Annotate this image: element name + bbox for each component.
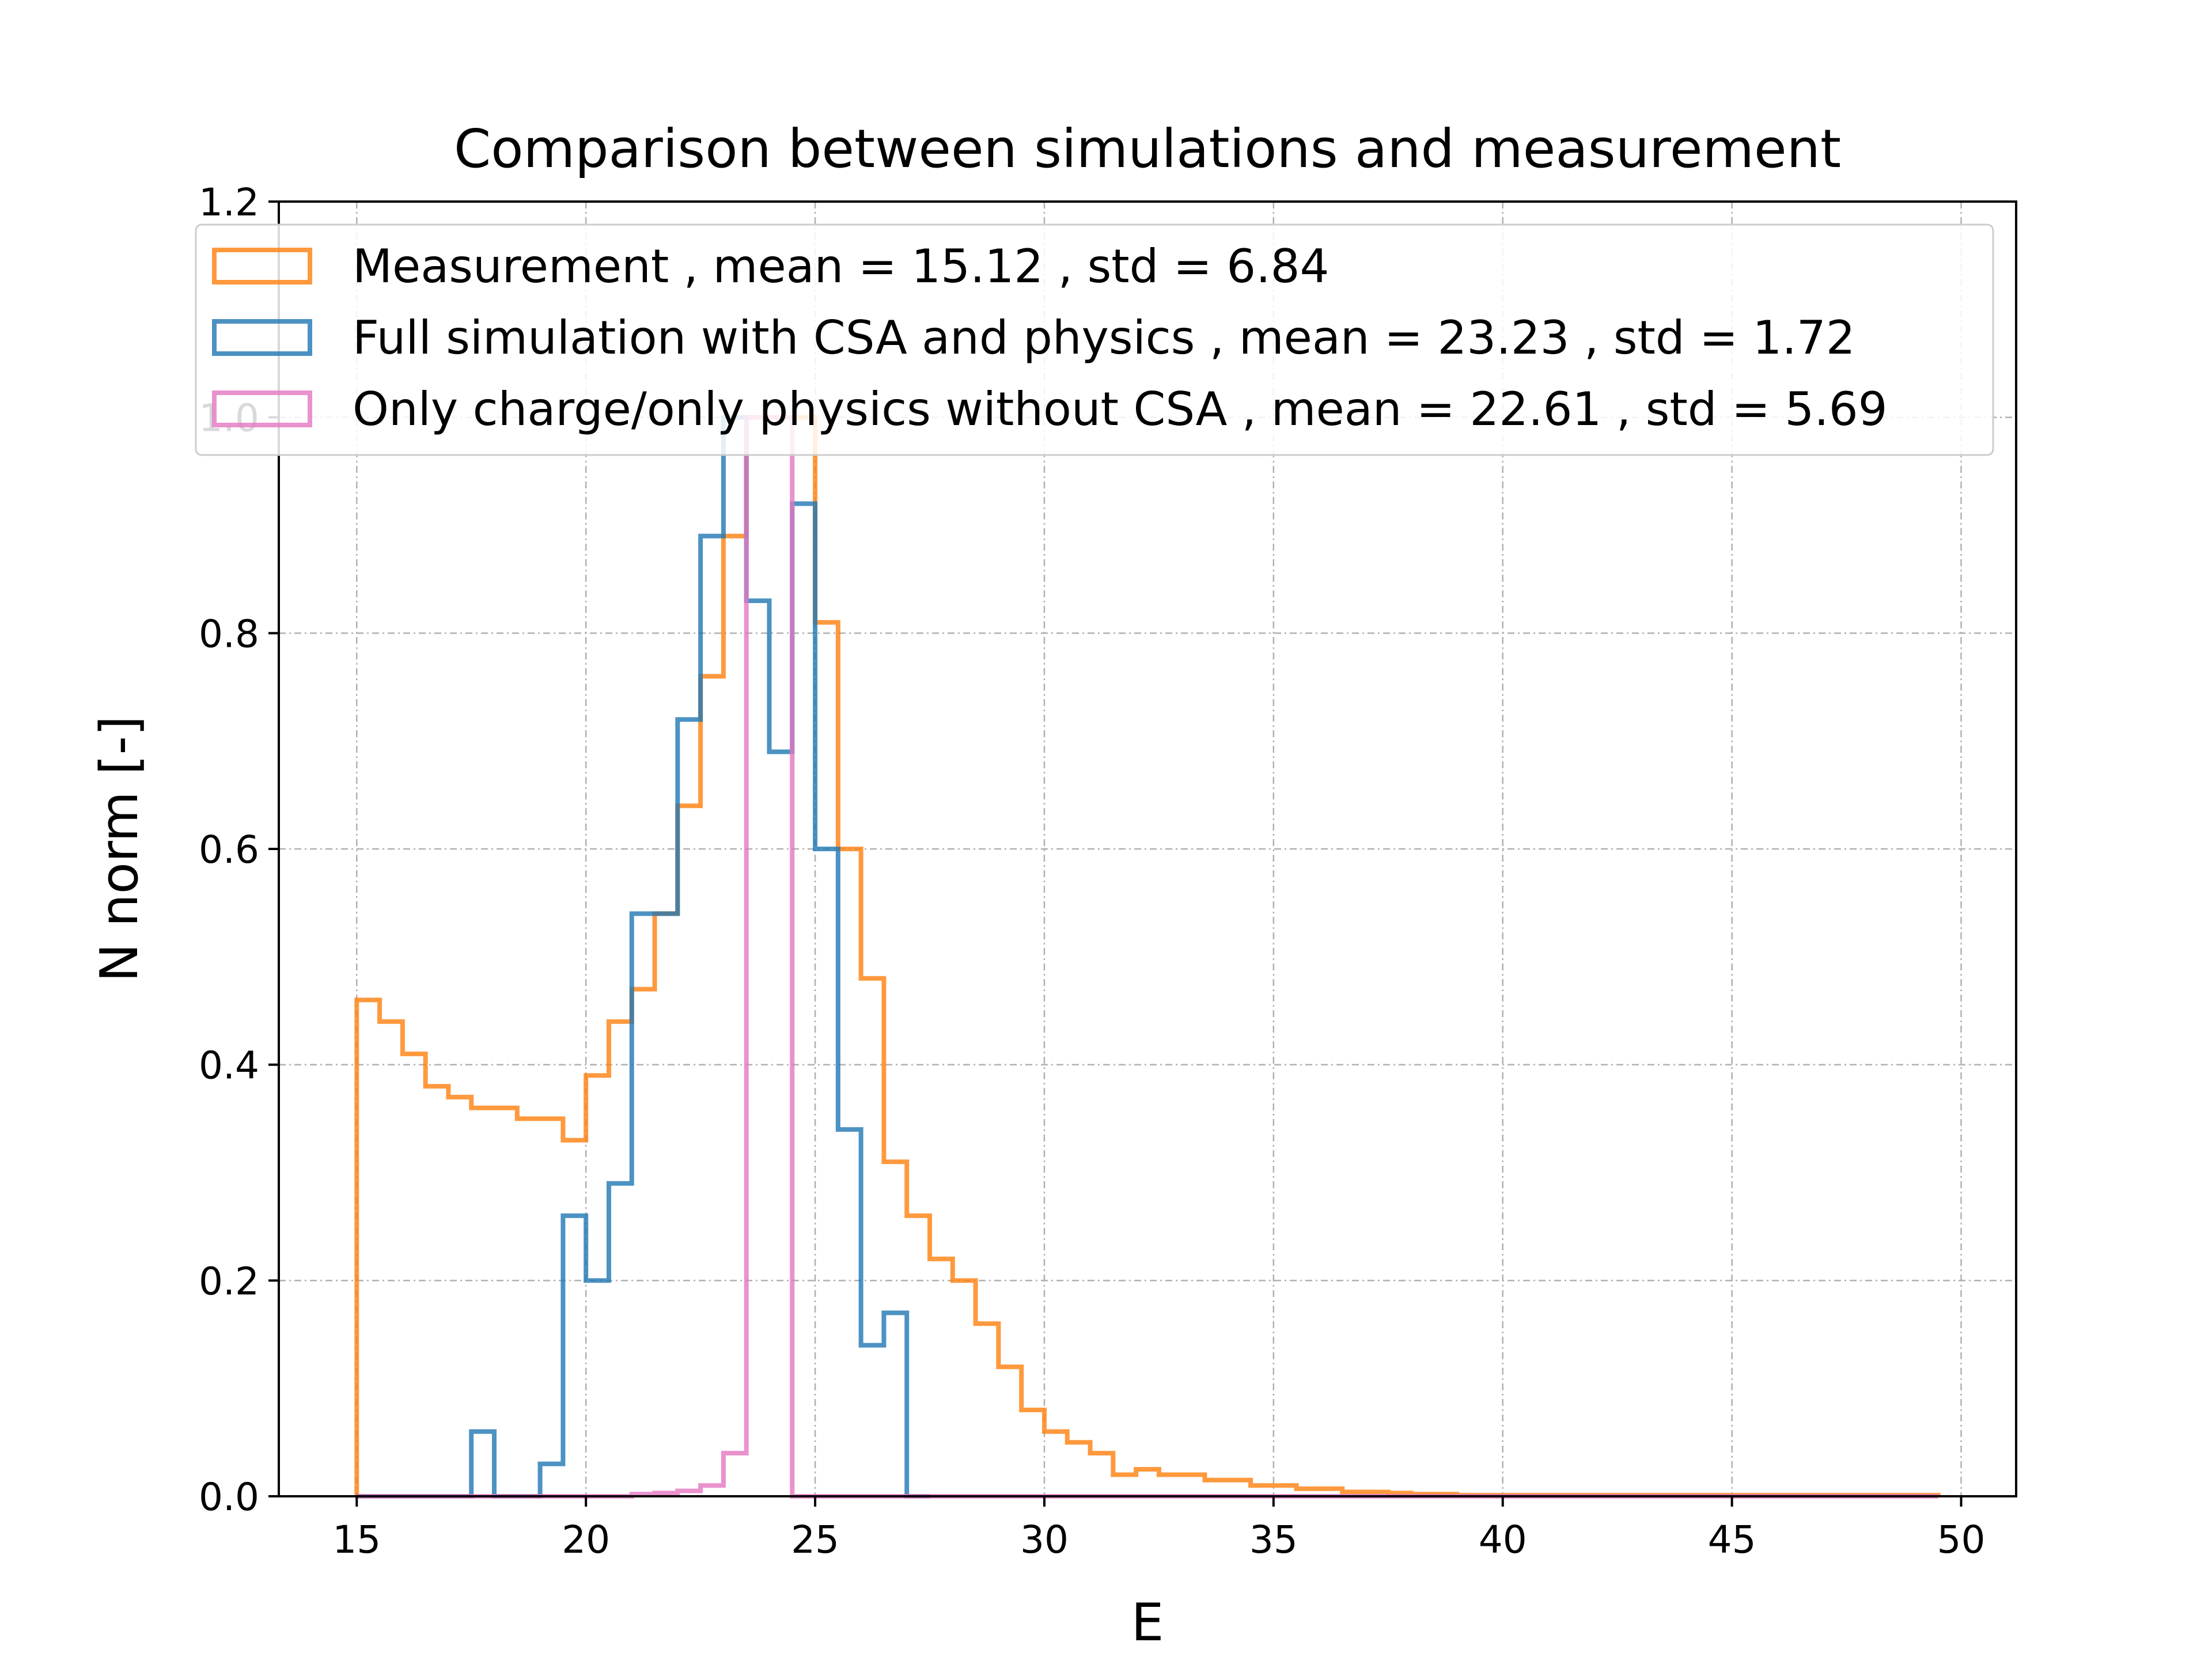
x-tick-label: 15: [332, 1518, 381, 1562]
x-tick-label: 50: [1937, 1518, 1986, 1562]
legend-box: [195, 223, 1994, 456]
series-step-1: [357, 415, 930, 1499]
y-tick-label: 0.6: [199, 828, 259, 872]
x-tick-label: 35: [1249, 1518, 1298, 1562]
x-tick-label: 30: [1020, 1518, 1069, 1562]
y-tick-label: 0.2: [199, 1259, 259, 1303]
x-tick-label: 20: [562, 1518, 610, 1562]
x-tick-label: 45: [1708, 1518, 1756, 1562]
y-tick-label: 1.2: [199, 180, 259, 225]
chart-title: Comparison between simulations and measu…: [454, 118, 1841, 180]
y-tick-label: 0.4: [199, 1044, 259, 1088]
x-axis-label: E: [1131, 1592, 1164, 1653]
legend-entry: Measurement , mean = 15.12 , std = 6.84: [353, 240, 1329, 293]
legend: Measurement , mean = 15.12 , std = 6.84 F…: [195, 223, 1994, 456]
legend-swatch: [212, 390, 312, 427]
x-tick-label: 25: [791, 1518, 839, 1562]
legend-swatch: [212, 248, 312, 285]
legend-entry: Only charge/only physics without CSA , m…: [353, 382, 1888, 436]
x-tick-label: 40: [1479, 1518, 1527, 1562]
legend-entry: Full simulation with CSA and physics , m…: [353, 311, 1855, 365]
y-tick-label: 0.0: [199, 1475, 259, 1519]
y-axis-label: N norm [-]: [89, 716, 150, 982]
legend-swatch: [212, 319, 312, 356]
y-tick-label: 0.8: [199, 612, 259, 656]
